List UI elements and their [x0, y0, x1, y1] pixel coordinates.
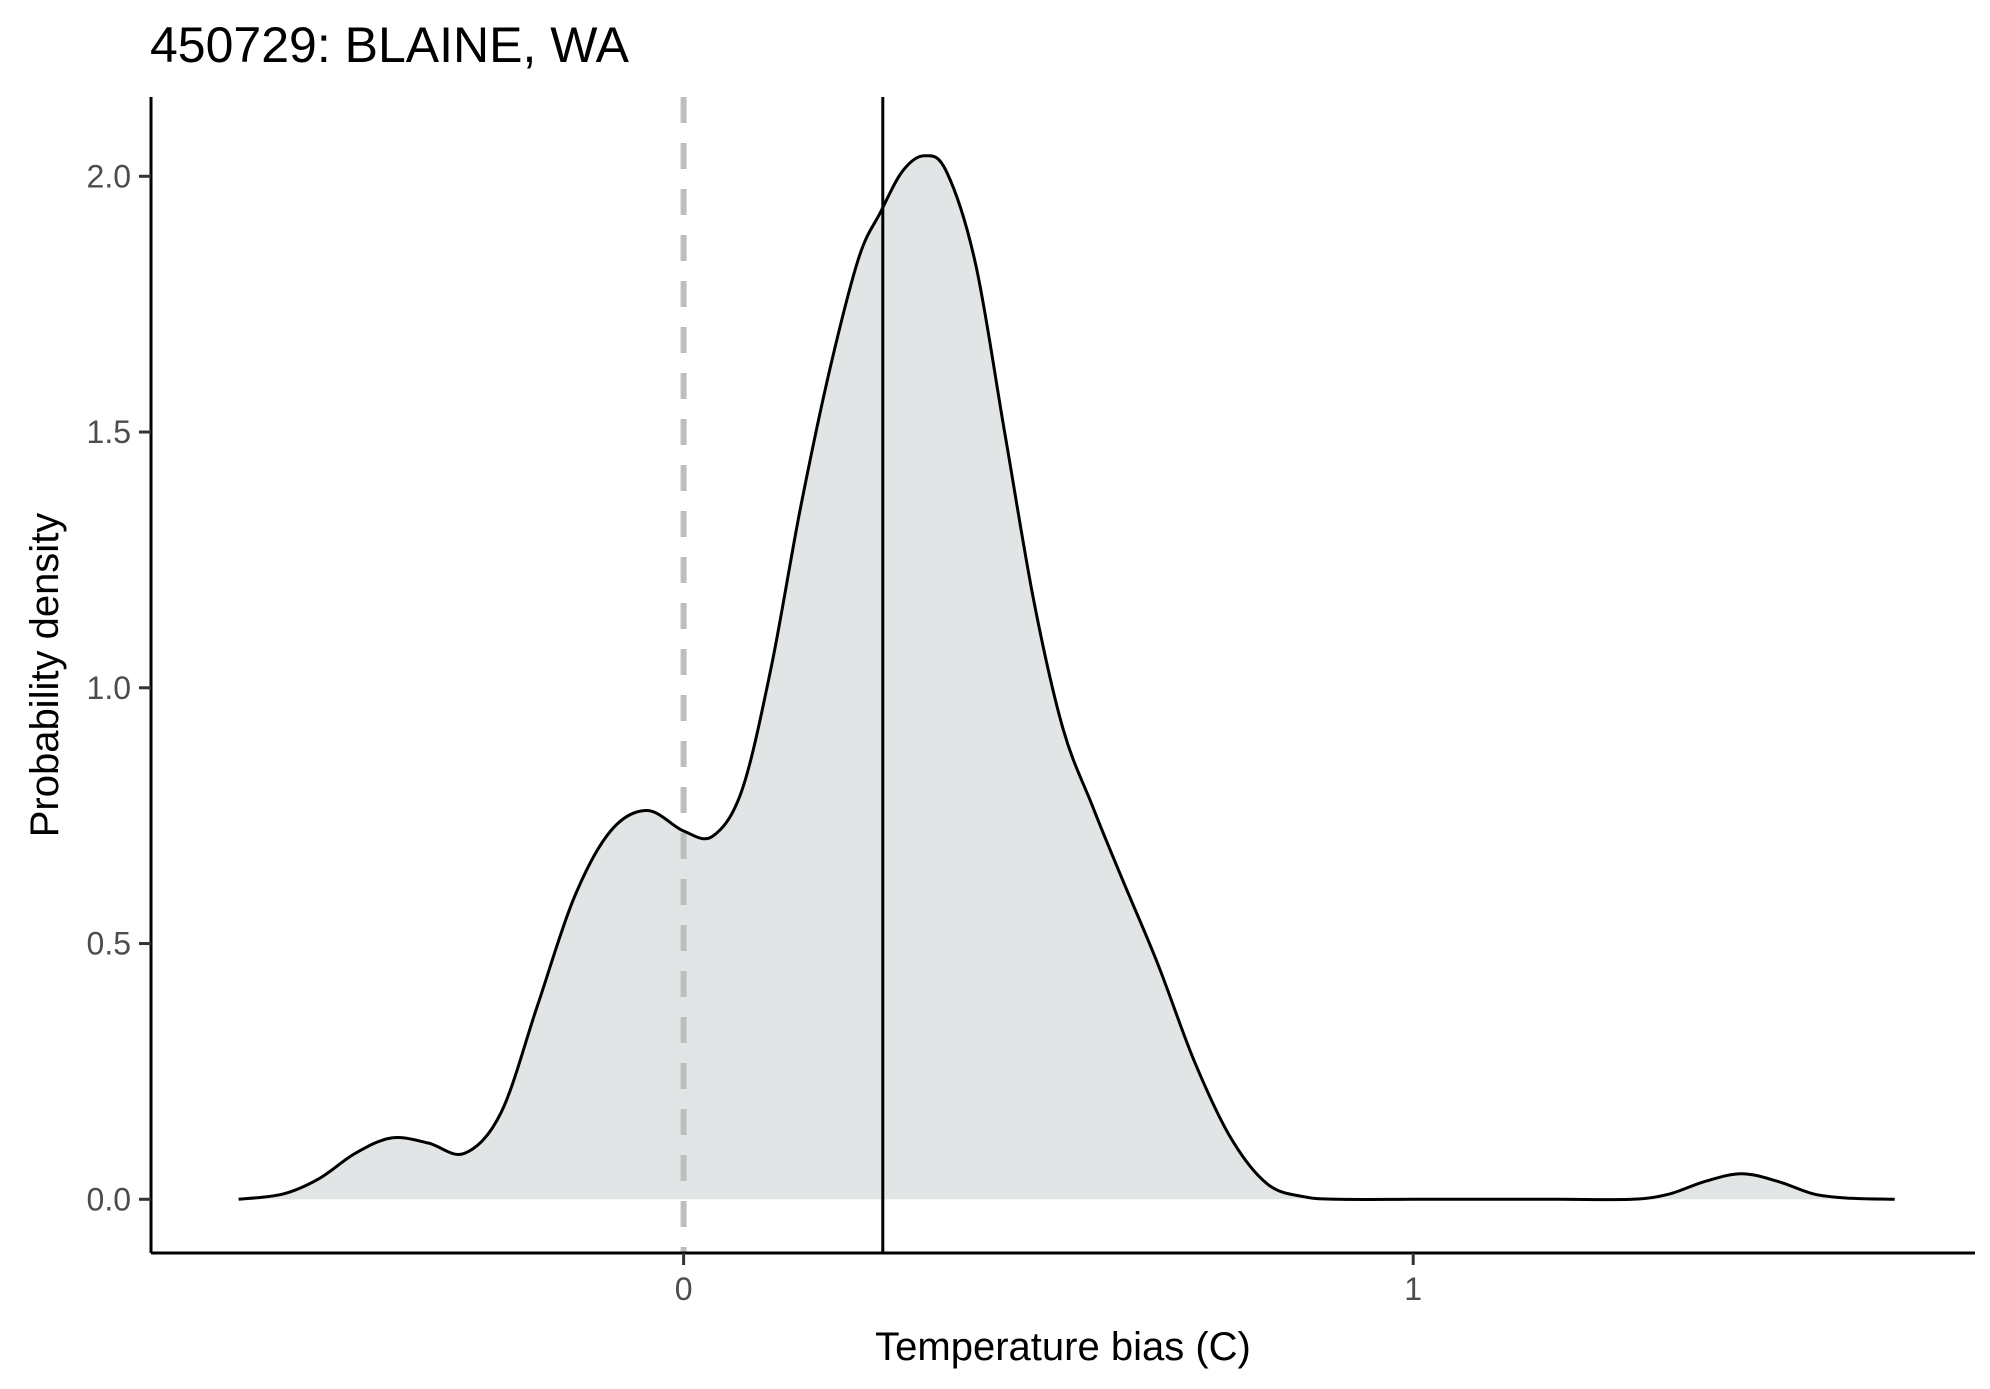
- y-tick-label: 1.5: [87, 414, 131, 450]
- y-tick-label: 2.0: [87, 158, 131, 194]
- x-axis-title: Temperature bias (C): [875, 1325, 1251, 1369]
- y-axis-ticks: 0.0 0.5 1.0 1.5 2.0: [87, 158, 151, 1217]
- y-axis-title: Probability density: [23, 513, 67, 838]
- plot-area: [238, 97, 1895, 1253]
- density-area-fill: [238, 155, 1895, 1200]
- density-curve: [238, 154, 1895, 1202]
- x-tick-label: 0: [675, 1271, 693, 1307]
- y-tick-label: 1.0: [87, 670, 131, 706]
- chart-title: 450729: BLAINE, WA: [150, 17, 630, 73]
- y-tick-label: 0.5: [87, 926, 131, 962]
- x-tick-label: 1: [1404, 1271, 1422, 1307]
- y-tick-label: 0.0: [87, 1181, 131, 1217]
